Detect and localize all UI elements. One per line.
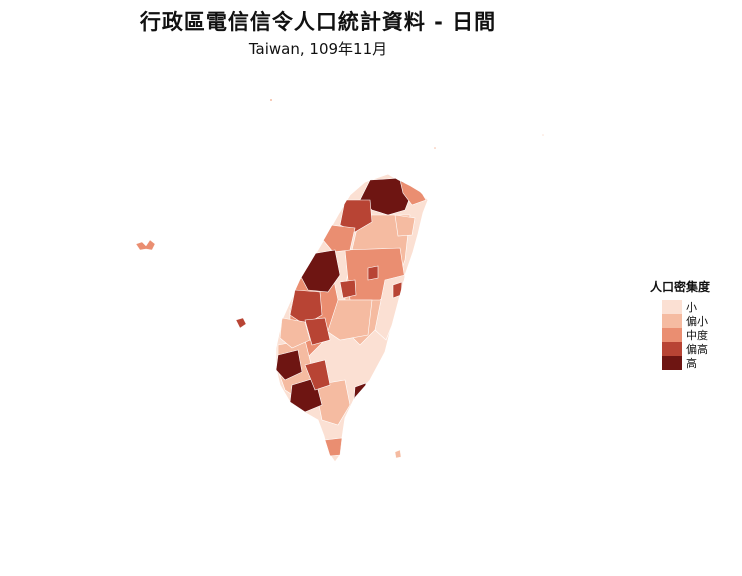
region-tainan [276, 349, 303, 381]
legend-item: 偏高 [662, 342, 738, 356]
islet-southeast [394, 449, 402, 459]
islet-northeast-1 [434, 147, 436, 149]
islet-north [270, 99, 272, 101]
map-subtitle: Taiwan, 109年11月 [248, 40, 388, 58]
islet-west [235, 317, 247, 329]
legend-label: 高 [686, 357, 697, 370]
legend-label: 小 [686, 301, 697, 314]
penghu-islands [135, 239, 156, 251]
region-puli [367, 265, 379, 281]
legend-swatch [662, 314, 682, 328]
legend-item: 中度 [662, 328, 738, 342]
region-hualien-city [392, 281, 403, 299]
map-title: 行政區電信信令人口統計資料 - 日間 [139, 10, 497, 34]
region-nantou [339, 279, 357, 299]
region-yunlin [279, 317, 311, 349]
legend-item: 偏小 [662, 314, 738, 328]
legend-label: 偏高 [686, 343, 708, 356]
legend-swatch [662, 300, 682, 314]
region-kaohsiung-inner [304, 359, 331, 391]
legend-item: 高 [662, 356, 738, 370]
region-hengchun [324, 437, 343, 457]
legend-label: 中度 [686, 329, 708, 342]
legend: 人口密集度 小偏小 中度 偏高高 [650, 278, 738, 370]
islet-northeast-2 [542, 134, 544, 136]
legend-items: 小偏小 中度 偏高高 [650, 300, 738, 370]
region-chiayi [304, 317, 331, 346]
region-yilan [394, 214, 416, 237]
legend-label: 偏小 [686, 315, 708, 328]
legend-title: 人口密集度 [650, 280, 711, 294]
region-pingtung [314, 379, 351, 426]
legend-item: 小 [662, 300, 738, 314]
legend-swatch [662, 342, 682, 356]
legend-swatch [662, 328, 682, 342]
region-north-west [339, 199, 373, 233]
legend-swatch [662, 356, 682, 370]
